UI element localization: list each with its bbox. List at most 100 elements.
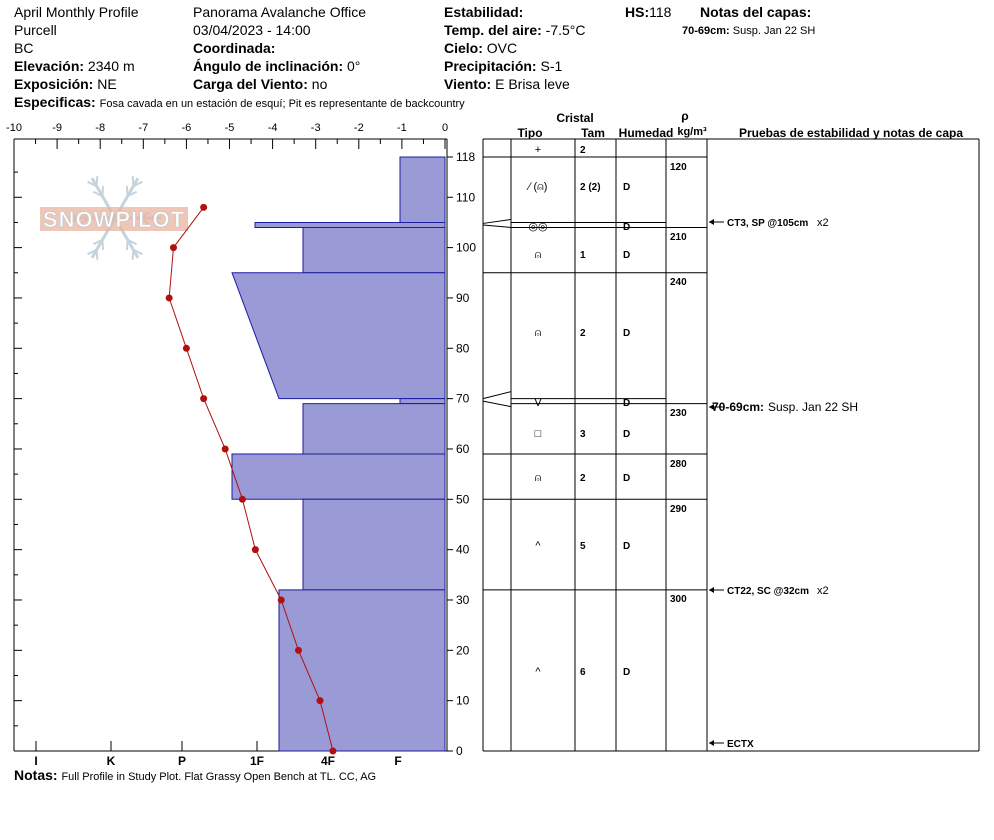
layer-connector [482,400,512,408]
snowflake-branch [132,248,143,256]
layer-grain-size: 2 [580,145,586,156]
depth-tick-label: 60 [456,442,470,456]
precip-value: S-1 [540,58,563,74]
temperature-point [221,445,229,453]
hardness-bar [231,453,446,500]
layer-note-text: Susp. Jan 22 SH [768,400,858,414]
precip: Precipitación: S-1 [444,57,562,75]
layer-notes-entry: 70-69cm: Susp. Jan 22 SH [682,22,815,40]
hs: HS:118 [625,3,671,21]
hardness-bar [231,272,446,400]
coord-label: Coordinada: [193,40,276,56]
hardness-bars [231,156,446,752]
temp-tick-label: -9 [52,122,62,134]
state-name: BC [14,40,34,56]
layer-grain-size: 2 (2) [580,182,601,193]
depth-tick-label: 80 [456,341,470,355]
depth-tick-label: 90 [456,291,470,305]
temperature-point [182,344,190,352]
layer-grain-size: 3 [580,429,586,440]
hardness-bar [302,226,446,274]
layer-moisture: D [623,182,630,193]
wind-load: Carga del Viento: no [193,75,327,93]
layer-grain-size: 1 [580,250,586,261]
snowflake-branch [131,249,135,260]
hardness-tick-label: 4F [321,754,335,768]
layer-moisture: D [623,398,630,409]
air-temp-value: -7.5°C [545,22,586,38]
air-temp: Temp. del aire: -7.5°C [444,21,586,39]
layer-density: 240 [670,277,687,288]
layer-notes-depth: 70-69cm: [682,25,730,37]
slope-value: 0° [347,58,361,74]
notes-value: Full Profile in Study Plot. Flat Grassy … [61,771,377,783]
aspect-value: NE [97,76,117,92]
layer-table: Cristal Tipo Tam Humedad ρ kg/m³ Pruebas de es… [482,109,980,752]
notes: Notas: Full Profile in Study Plot. Flat … [14,766,376,786]
depth-tick-label: 118 [456,150,475,164]
specifics-label: Especificas: [14,94,96,110]
organization: Panorama Avalanche Office [193,4,367,20]
layer-moisture: D [623,328,630,339]
snowflake-branch [92,190,103,197]
snowflake-branch [127,239,138,246]
hardness-tick-label: F [394,754,401,768]
air-temp-label: Temp. del aire: [444,22,542,38]
test-arrow-head [709,587,714,593]
temperature-point [294,646,302,654]
layer-moisture: D [623,222,630,233]
wind: Viento: E Brisa leve [444,75,570,93]
slope: Ángulo de inclinación: 0° [193,57,360,75]
layer-note-depth: 70-69cm: [712,400,764,414]
aspect: Exposición: NE [14,75,117,93]
stability-test: CT3, SP @105cm [727,218,808,229]
layer-grain-type: □ [535,428,542,440]
hardness-tick-label: P [178,754,186,768]
layer-density: 230 [670,408,687,419]
layer-density: 290 [670,504,687,515]
depth-tick-label: 20 [456,643,470,657]
layer-grain-size: 2 [580,473,586,484]
layer-moisture: D [623,667,630,678]
layer-moisture: D [623,473,630,484]
temp-tick-label: -3 [311,122,321,134]
hardness-bar [399,398,446,405]
depth-tick-label: 30 [456,593,470,607]
slope-label: Ángulo de inclinación: [193,58,344,74]
snowflake-branch [87,180,98,188]
density-unit-header: kg/m³ [677,126,707,138]
stability-label: Estabilidad: [444,4,524,20]
layer-moisture: D [623,429,630,440]
stability-test: ECTX [727,739,754,750]
crystal-header: Cristal [556,111,593,125]
test-arrow-head [709,740,714,746]
depth-tick-label: 110 [456,190,475,204]
profile-name: April Monthly Profile [14,4,139,20]
layer-moisture: D [623,250,630,261]
stability-test-count: x2 [817,217,829,229]
snowflake-branch [95,249,99,260]
test-arrow-head [709,219,714,225]
hardness-bar [302,498,446,591]
temperature-point [329,747,337,755]
depth-tick-label: 50 [456,492,470,506]
wind-load-value: no [311,76,328,92]
layer-grain-type: ∕ (⍝) [526,181,548,193]
layer-grain-type: ⍝ [535,472,542,484]
specifics-value: Fosa cavada en un estación de esquí; Pit… [99,98,465,110]
layer-grain-type: ^ [535,666,541,678]
layer-grain-type: ⍝ [535,249,542,261]
layer-moisture: D [623,541,630,552]
layer-connector [482,218,512,224]
temperature-point [200,395,208,403]
hardness-tick-label: K [107,754,116,768]
specifics: Especificas: Fosa cavada en un estación … [14,93,465,113]
layer-grain-type: V [534,397,542,409]
test-arrow-head [709,404,714,410]
aspect-label: Exposición: [14,76,94,92]
layer-density: 300 [670,594,687,605]
snowflake-branch [131,176,135,187]
layer-connector [482,224,512,228]
elevation-label: Elevación: [14,58,85,74]
